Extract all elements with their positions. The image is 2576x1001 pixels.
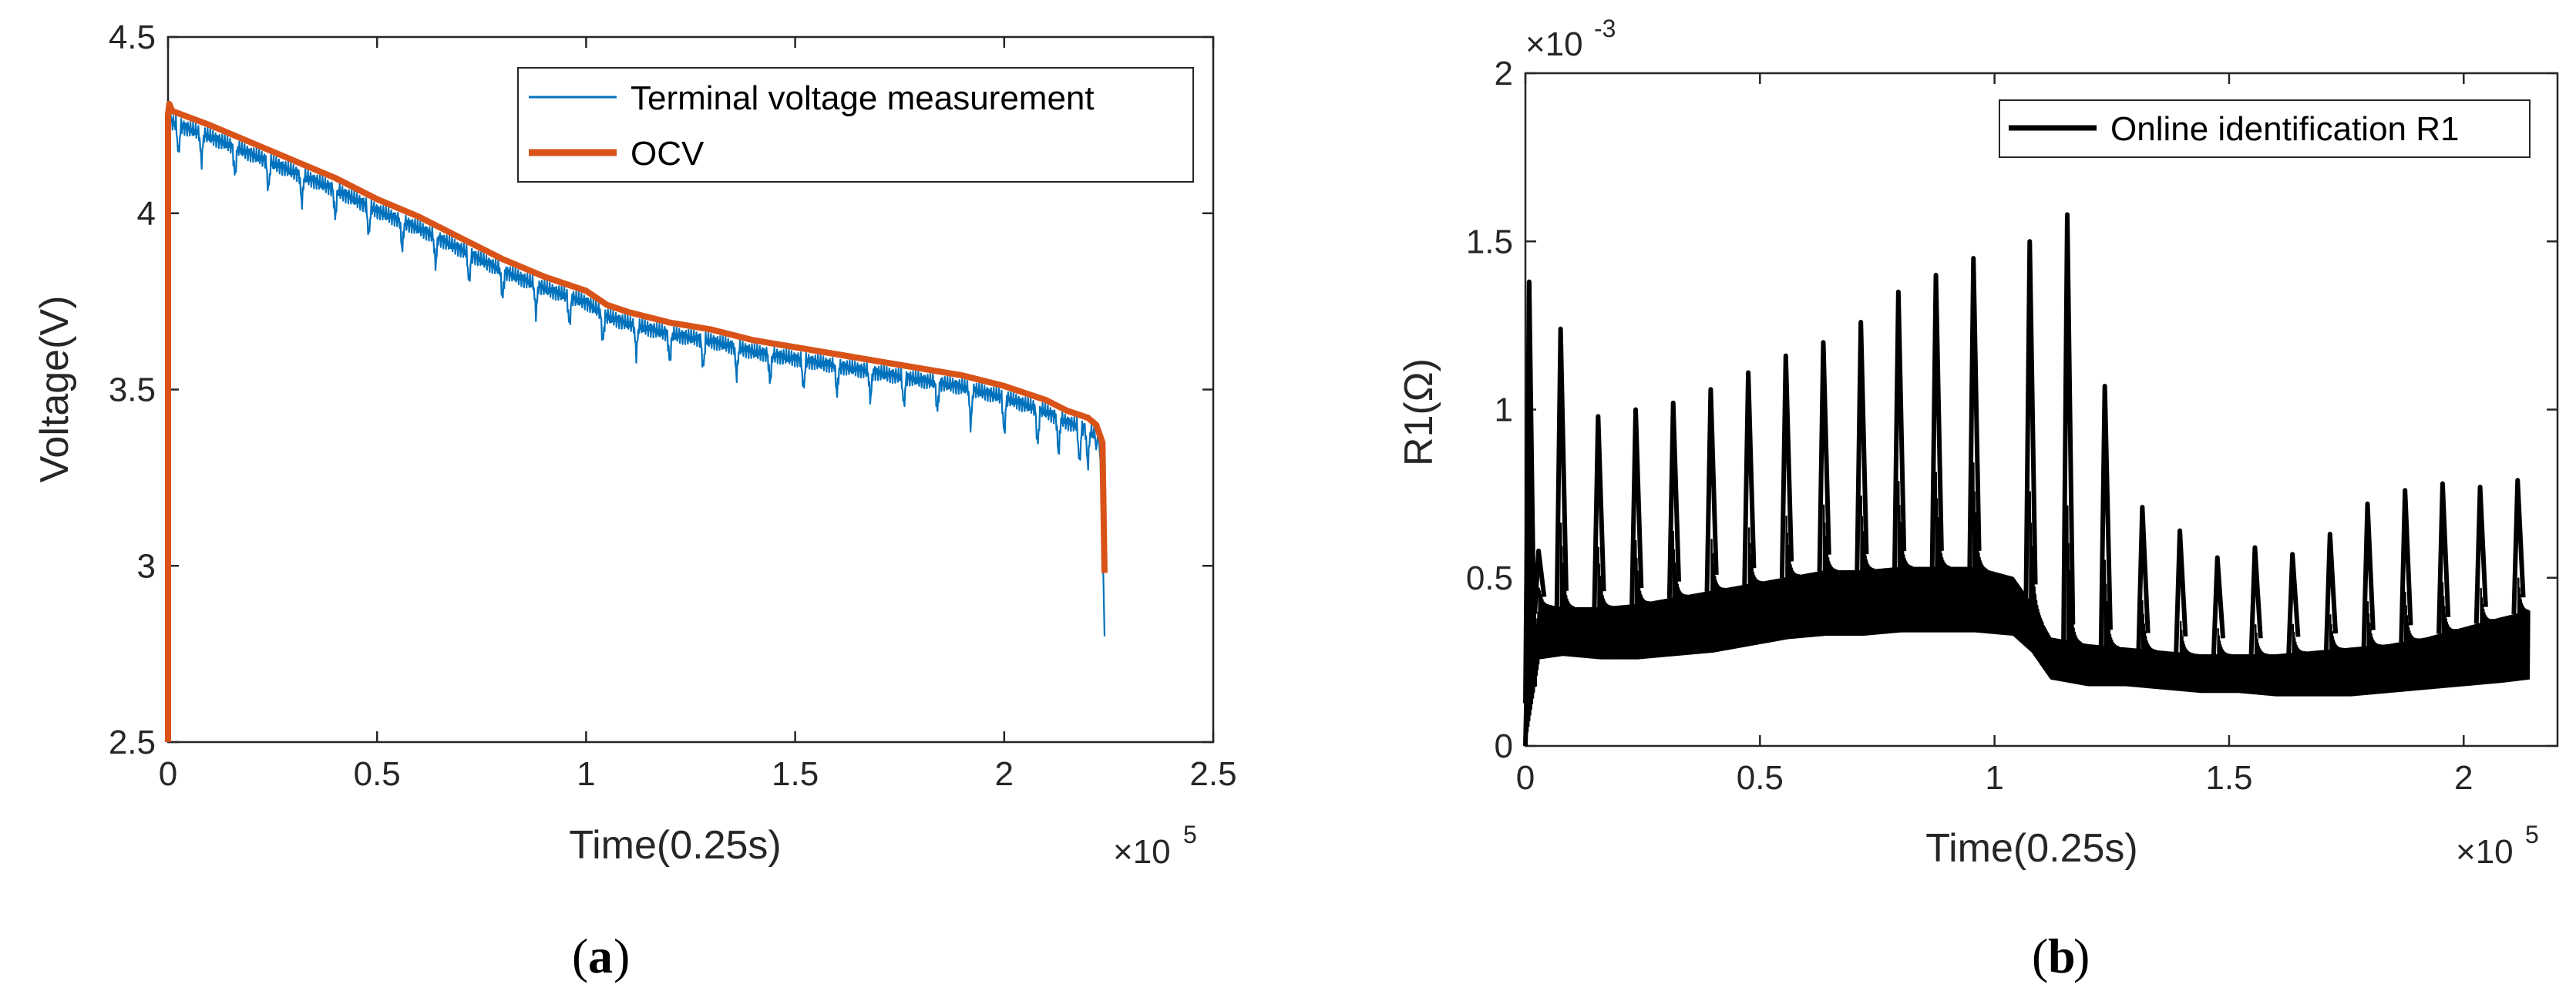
panel-a-xtick-label: 2 bbox=[995, 755, 1014, 793]
panel-b-caption: ( b ) bbox=[2032, 929, 2090, 983]
r1-peak-mark bbox=[1629, 407, 1644, 606]
r1-peak-mark bbox=[2361, 501, 2376, 647]
panel-a-xtick-label: 0.5 bbox=[354, 755, 401, 793]
r1-peak-mark bbox=[2399, 488, 2413, 643]
panel-b-ticks: 0 0.5 1 1.5 2 0 0.5 1 1.5 2 bbox=[1466, 55, 2558, 797]
r1-peak-mark bbox=[2323, 532, 2339, 650]
panel-b-caption-letter: b bbox=[2048, 929, 2076, 983]
panel-b-xlabel: Time(0.25s) bbox=[1925, 826, 2137, 871]
r1-peak-mark bbox=[2211, 555, 2226, 656]
panel-b-x-multiplier-base: ×10 bbox=[2456, 833, 2514, 871]
panel-a-ytick-label: 3 bbox=[137, 547, 156, 585]
series-ocv-line bbox=[165, 100, 1108, 742]
r1-peak-mark bbox=[2248, 545, 2263, 656]
r1-peak-mark bbox=[1666, 400, 1682, 599]
r1-peak-mark bbox=[2473, 484, 2488, 624]
panel-a-x-multiplier: ×10 5 bbox=[1113, 821, 1197, 871]
panel-a-legend: Terminal voltage measurement OCV bbox=[517, 67, 1194, 183]
panel-b-x-multiplier-exp: 5 bbox=[2525, 821, 2539, 848]
panel-b-r1-chart: 0 0.5 1 1.5 2 0 0.5 1 1.5 2 R1(Ω) Time(0.25s) ×10… bbox=[1397, 15, 2559, 983]
panel-b-series bbox=[1523, 212, 2531, 747]
panel-b-ytick-label: 1 bbox=[1495, 391, 1513, 429]
r1-initial-transient bbox=[1523, 281, 1534, 747]
panel-a-x-multiplier-base: ×10 bbox=[1113, 833, 1171, 871]
panel-b-ytick-label: 0.5 bbox=[1466, 559, 1513, 597]
panel-b-y-multiplier-exp: -3 bbox=[1594, 15, 1616, 42]
series-terminal-voltage-line bbox=[166, 109, 1106, 742]
panel-a-ytick-label: 4 bbox=[137, 195, 156, 233]
legend-label-ocv: OCV bbox=[631, 135, 705, 173]
panel-b-xtick-label: 0 bbox=[1516, 759, 1535, 797]
panel-b-ytick-label: 1.5 bbox=[1466, 223, 1513, 260]
r1-peak-mark bbox=[2511, 478, 2526, 615]
r1-peak-mark bbox=[1967, 256, 1982, 568]
panel-b-xtick-label: 1.5 bbox=[2205, 759, 2252, 797]
r1-peak-mark bbox=[1779, 353, 1794, 579]
r1-peak-mark bbox=[1855, 320, 1869, 572]
panel-b-caption-open: ( bbox=[2032, 929, 2048, 983]
panel-a-ytick-label: 3.5 bbox=[109, 371, 156, 409]
panel-a-voltage-chart: 0 0.5 1 1.5 2 2.5 2.5 3 3.5 4 4.5 Voltage(V) Time(… bbox=[32, 18, 1237, 983]
panel-a-caption: ( a ) bbox=[572, 929, 630, 983]
r1-peak-mark bbox=[1532, 548, 1547, 614]
panel-a-ytick-label: 4.5 bbox=[109, 18, 156, 56]
panel-b-xtick-label: 2 bbox=[2454, 759, 2473, 797]
r1-peak-mark bbox=[1929, 272, 1944, 568]
panel-a-series bbox=[165, 100, 1108, 742]
r1-peak-mark bbox=[2286, 552, 2301, 654]
panel-a-ytick-label: 2.5 bbox=[109, 724, 156, 761]
panel-b-caption-close: ) bbox=[2073, 929, 2090, 983]
r1-peak-mark bbox=[1554, 326, 1569, 608]
panel-b-ytick-label: 0 bbox=[1495, 727, 1513, 765]
panel-a-legend-box bbox=[517, 67, 1194, 183]
r1-peak-mark bbox=[2023, 239, 2038, 602]
r1-peak-mark bbox=[1592, 414, 1606, 609]
panel-a-xlabel: Time(0.25s) bbox=[569, 823, 781, 868]
panel-b-ylabel: R1(Ω) bbox=[1397, 358, 1441, 466]
r1-peak-mark bbox=[1892, 289, 1907, 568]
r1-peak-mark bbox=[2136, 505, 2151, 650]
panel-a-x-multiplier-exp: 5 bbox=[1183, 821, 1197, 848]
panel-b-xtick-label: 1 bbox=[1985, 759, 2003, 797]
panel-a-xtick-label: 0 bbox=[159, 755, 177, 793]
r1-peak-mark bbox=[2061, 212, 2076, 642]
r1-peak-mark bbox=[1742, 370, 1757, 586]
legend-label-terminal-voltage: Terminal voltage measurement bbox=[631, 79, 1095, 117]
panel-a-ylabel: Voltage(V) bbox=[32, 296, 77, 483]
panel-b-ytick-label: 2 bbox=[1495, 55, 1513, 92]
panel-b-y-multiplier: ×10 -3 bbox=[1525, 15, 1616, 63]
r1-peak-mark bbox=[1704, 387, 1719, 592]
panel-a-ticks: 0 0.5 1 1.5 2 2.5 2.5 3 3.5 4 4.5 bbox=[109, 18, 1237, 793]
panel-a-caption-letter: a bbox=[588, 929, 613, 983]
panel-a-caption-close: ) bbox=[614, 929, 630, 983]
panel-a-xtick-label: 1.5 bbox=[772, 755, 819, 793]
r1-peak-mark bbox=[2174, 528, 2188, 653]
r1-peak-mark bbox=[2436, 481, 2451, 634]
panel-a-caption-open: ( bbox=[572, 929, 588, 983]
panel-b-y-multiplier-base: ×10 bbox=[1525, 25, 1583, 63]
legend-label-r1: Online identification R1 bbox=[2110, 110, 2459, 148]
panel-b-xtick-label: 0.5 bbox=[1737, 759, 1784, 797]
r1-peak-mark bbox=[2098, 383, 2113, 647]
r1-peak-mark bbox=[1817, 340, 1831, 572]
panel-b-legend: Online identification R1 bbox=[1999, 99, 2531, 158]
panel-a-xtick-label: 1 bbox=[577, 755, 595, 793]
panel-a-xtick-label: 2.5 bbox=[1189, 755, 1236, 793]
panel-b-x-multiplier: ×10 5 bbox=[2456, 821, 2539, 871]
